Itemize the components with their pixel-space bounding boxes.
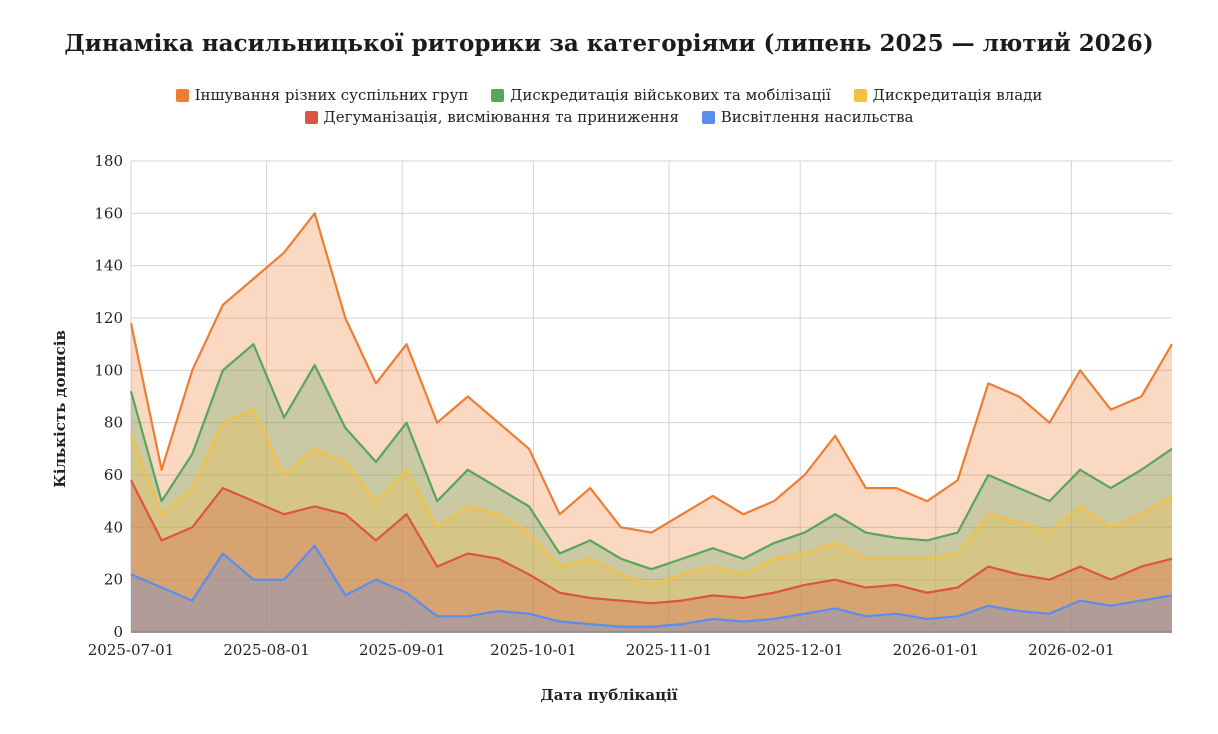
y-tick-label: 0 [113,623,123,641]
legend-swatch-violence [701,110,715,124]
y-axis-title: Кількість дописів [51,330,69,488]
series-line-ee7d34 [129,212,1173,534]
y-tick-label: 60 [104,466,123,484]
x-tick-label: 2025-09-01 [359,641,445,659]
y-tick-label: 100 [94,361,123,379]
x-axis-title: Дата публікації [540,686,678,704]
area-f4c042 [131,409,1172,632]
legend-label-dehumanization: Дегуманізація, висміювання та приниження [323,108,679,126]
legend-label-othering: Іншування різних суспільних груп [194,86,469,104]
series-line-58a55c [129,343,1173,571]
series-lines [129,212,1173,628]
area-5b8def [131,545,1172,632]
legend-swatch-military [491,88,505,102]
legend-row-1: Іншування різних суспільних груп Дискред… [0,86,1218,106]
y-tick-label: 40 [104,518,123,536]
series-line-5b8def [130,544,1173,628]
x-tick-label: 2025-07-01 [88,641,174,659]
legend-item-authority: Дискредитація влади [853,86,1043,104]
x-tick-label: 2026-01-01 [893,641,979,659]
legend-item-dehumanization: Дегуманізація, висміювання та приниження [304,108,679,126]
x-tick-label: 2025-08-01 [223,641,309,659]
y-tick-label: 160 [94,204,123,222]
legend-item-violence: Висвітлення насильства [701,108,914,126]
chart-title: Динаміка насильницької риторики за катег… [64,30,1154,57]
legend-row-2: Дегуманізація, висміювання та приниження… [0,108,1218,128]
legend-item-othering: Іншування різних суспільних груп [175,86,469,104]
y-tick-label: 120 [94,309,123,327]
x-tick-label: 2026-02-01 [1028,641,1114,659]
series-line-f4c042 [129,408,1173,586]
axes: 0 20 40 60 80 100 120 140 160 180 2025-07-01 2025-0… [88,152,1115,659]
y-tick-label: 180 [94,152,123,170]
grid-lines [130,160,1172,633]
x-tick-label: 2025-12-01 [757,641,843,659]
legend-label-violence: Висвітлення насильства [720,108,914,126]
legend-label-authority: Дискредитація влади [872,86,1043,104]
x-tick-label: 2025-11-01 [626,641,712,659]
legend-label-military: Дискредитація військових та мобілізації [510,86,831,104]
y-tick-label: 20 [104,571,123,589]
y-tick-label: 140 [94,257,123,275]
legend-swatch-dehumanization [304,110,318,124]
legend-swatch-othering [175,88,189,102]
series-line-dc5444 [130,479,1173,605]
x-tick-label: 2025-10-01 [490,641,576,659]
area-dc5444 [131,480,1172,632]
legend-item-military: Дискредитація військових та мобілізації [491,86,831,104]
y-tick-label: 80 [104,414,123,432]
area-58a55c [131,344,1172,632]
legend-swatch-authority [853,88,867,102]
